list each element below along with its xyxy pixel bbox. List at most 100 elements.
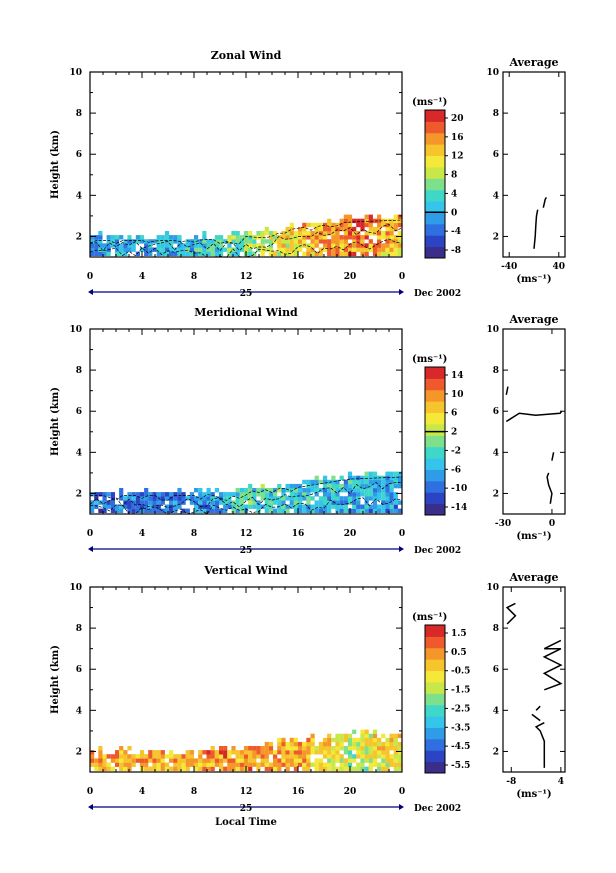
heatmap-cell (293, 737, 298, 743)
heatmap-cell (243, 746, 249, 751)
average-frame (502, 328, 566, 515)
heatmap-cell (339, 746, 344, 751)
heatmap-cell (268, 746, 274, 751)
heatmap-cell (198, 251, 203, 256)
avg-y-tick-label: 6 (493, 150, 499, 160)
heatmap-cell (260, 504, 265, 509)
heatmap-cell (110, 500, 115, 505)
heatmap-cell (360, 504, 365, 509)
heatmap-cell (210, 496, 215, 501)
heatmap-cell (360, 479, 365, 485)
heatmap-cell (385, 488, 390, 493)
heatmap-cell (243, 496, 249, 501)
heatmap-cell (98, 239, 103, 244)
heatmap-cell (343, 235, 348, 240)
heatmap-cell (347, 475, 353, 481)
heatmap-cell (323, 239, 328, 244)
heatmap-cell (127, 496, 132, 501)
heatmap-cell (135, 754, 140, 759)
average-profile-line (542, 197, 548, 208)
heatmap-cell (377, 483, 382, 489)
heatmap-cell (198, 754, 203, 759)
heatmap-cell (189, 492, 194, 497)
heatmap-cell (231, 231, 236, 236)
heatmap-cell (214, 251, 219, 256)
heatmap-cell (98, 231, 103, 236)
heatmap-cell (277, 741, 282, 747)
heatmap-cell (281, 500, 286, 505)
heatmap-cell (123, 496, 128, 501)
heatmap-cell (323, 492, 328, 497)
heatmap-cell (385, 496, 390, 501)
heatmap-cell (115, 504, 120, 509)
heatmap-cell (289, 754, 294, 759)
colorbar-swatch (425, 212, 445, 225)
heatmap-cell (339, 733, 344, 739)
heatmap-cell (223, 746, 228, 751)
heatmap-cell (343, 504, 348, 509)
heatmap-cell (281, 235, 286, 240)
heatmap-cell (148, 750, 153, 755)
heatmap-cell (189, 750, 194, 755)
heatmap-cell (123, 754, 128, 759)
heatmap-cell (119, 750, 124, 755)
heatmap-cell (256, 762, 261, 767)
heatmap-cell (115, 754, 120, 759)
heatmap-cell (152, 766, 157, 771)
colorbar-tick-label: 14 (451, 371, 464, 381)
heatmap-cell (106, 762, 111, 767)
heatmap-cell (156, 508, 161, 513)
heatmap-cell (381, 243, 386, 248)
heatmap-cell (327, 222, 332, 228)
heatmap-cell (293, 247, 298, 252)
heatmap-cell (385, 737, 390, 743)
heatmap-cell (173, 766, 178, 771)
heatmap-cell (327, 733, 332, 739)
heatmap-cell (302, 231, 307, 236)
heatmap-cell (214, 758, 219, 763)
heatmap-cell (385, 479, 390, 485)
heatmap-cell (302, 496, 307, 501)
heatmap-cell (185, 754, 190, 759)
heatmap-cell (393, 492, 398, 497)
heatmap-cell (331, 226, 336, 232)
heatmap-cell (377, 737, 382, 743)
heatmap-cell (360, 750, 365, 755)
heatmap-cell (289, 737, 294, 743)
heatmap-cell (372, 508, 378, 513)
heatmap-cell (368, 746, 373, 751)
heatmap-cell (368, 488, 373, 493)
heatmap-cell (393, 508, 398, 513)
colorbar-tick-label: -4 (451, 227, 461, 237)
heatmap-cell (214, 235, 219, 240)
heatmap-cell (94, 243, 99, 248)
heatmap-cell (268, 762, 274, 767)
heatmap-cell (293, 758, 298, 763)
colorbar-swatch (425, 761, 445, 774)
heatmap-cell (260, 762, 265, 767)
colorbar-tick-label: 12 (451, 152, 464, 162)
heatmap-cell (331, 504, 336, 509)
heatmap-cell (169, 247, 174, 252)
heatmap-cell (377, 214, 382, 219)
heatmap-cell (239, 762, 244, 767)
heatmap-cell (156, 500, 161, 505)
colorbar-swatch (425, 144, 445, 157)
heatmap-cell (90, 243, 95, 248)
x-tick-label: 4 (139, 529, 145, 539)
heatmap-cell (339, 251, 344, 256)
heatmap-cell (389, 758, 394, 763)
heatmap-cell (198, 508, 203, 513)
heatmap-cell (397, 741, 402, 747)
heatmap-cell (181, 508, 186, 513)
heatmap-cell (360, 741, 365, 747)
heatmap-cell (115, 239, 120, 244)
heatmap-cell (160, 235, 165, 240)
heatmap-cell (90, 762, 95, 767)
heatmap-cell (127, 504, 132, 509)
heatmap-cell (360, 222, 365, 228)
heatmap-cell (268, 492, 274, 497)
heatmap-cell (219, 235, 224, 240)
heatmap-cell (397, 475, 402, 481)
avg-y-tick-label: 2 (493, 489, 499, 499)
